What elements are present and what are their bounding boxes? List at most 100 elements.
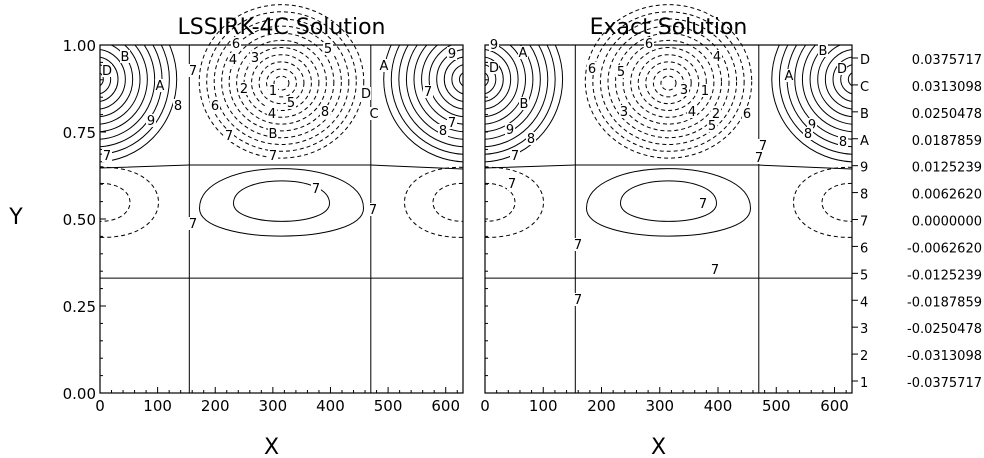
x-tick-label: 200 (587, 397, 616, 415)
contour-line (221, 25, 342, 139)
contour-label: 3 (251, 51, 259, 66)
contour-label-bg (519, 97, 529, 110)
contour-label-bg (712, 50, 722, 63)
contour-line (485, 45, 556, 155)
contour-label-bg (447, 116, 457, 129)
contour-line (584, 4, 753, 159)
legend-key: 8 (860, 188, 868, 203)
contour-line (485, 49, 512, 110)
contour-label: B (520, 97, 529, 112)
contour-label-bg (231, 37, 241, 50)
contour-label-bg (489, 38, 499, 51)
contour-label-bg (438, 124, 448, 137)
x-tick-label: 500 (762, 397, 791, 415)
contour-label-bg (268, 127, 278, 140)
contour-label-bg (754, 151, 764, 164)
contour-line (645, 61, 692, 105)
contour-label: A (519, 46, 528, 61)
contour-label-bg (423, 85, 433, 98)
contour-line (809, 45, 852, 125)
contour-label-bg (323, 42, 333, 55)
contour-label: 5 (708, 119, 716, 134)
contour-label: 5 (617, 65, 625, 80)
legend-key: 4 (860, 295, 868, 310)
contour-label: 6 (232, 37, 240, 52)
contour-label-bg (368, 203, 378, 216)
x-tick-label: 600 (431, 397, 460, 415)
legend-key: 2 (860, 349, 868, 364)
contour-label: 7 (225, 129, 233, 144)
contour-label-bg (224, 129, 234, 142)
contour-label-bg (507, 177, 517, 190)
x-axis-label: X (651, 435, 666, 458)
contour-label-bg (311, 182, 321, 195)
legend-value: -0.0125239 (907, 268, 982, 283)
contour-label-bg (250, 51, 260, 64)
contour-line (383, 45, 463, 163)
contour-label: 2 (712, 107, 720, 122)
contour-label-bg (102, 64, 112, 77)
contour-label-bg (644, 37, 654, 50)
legend-key: C (860, 80, 869, 95)
contour-line (485, 45, 534, 133)
contour-label: 8 (321, 105, 329, 120)
contour-line (100, 45, 141, 125)
contour-label-bg (710, 263, 720, 276)
negative-contours (198, 4, 365, 159)
x-tick-label: 100 (143, 397, 172, 415)
contour-label-bg (758, 139, 768, 152)
contour-line (100, 49, 126, 110)
contour-label: D (102, 64, 112, 79)
contour-label: 8 (174, 99, 182, 114)
zero-contour-line (99, 164, 464, 170)
contour-label-bg (505, 123, 515, 136)
contour-label-bg (120, 50, 130, 63)
contour-label-bg (587, 62, 597, 75)
legend-key: B (860, 107, 869, 122)
contour-label: 9 (490, 38, 498, 53)
contour-legend: D 0.0375717 C 0.0313098 B 0.0250478 A 0.0187859… (852, 53, 982, 391)
legend-value: -0.0375717 (907, 376, 982, 391)
legend-key: 5 (860, 268, 868, 283)
x-axis-label: X (264, 435, 279, 458)
contour-label: B (269, 127, 278, 142)
x-tick-label: 100 (529, 397, 558, 415)
contour-line (630, 47, 707, 118)
contour-line (390, 45, 463, 155)
contour-label: 5 (324, 42, 332, 57)
contour-label: 1 (701, 84, 709, 99)
contour-label: 7 (699, 197, 707, 212)
contour-line (771, 45, 852, 163)
legend-value: 0.0250478 (912, 107, 982, 122)
contour-label: 7 (508, 177, 516, 192)
contour-label: 7 (369, 203, 377, 218)
contour-line (840, 64, 852, 95)
contour-line (258, 61, 305, 105)
legend-value: 0.0313098 (912, 80, 982, 95)
x-tick-label: 300 (259, 397, 288, 415)
contour-label: B (121, 50, 130, 65)
x-tick-label: 0 (480, 397, 490, 415)
contour-line (100, 45, 163, 148)
x-tick-label: 300 (645, 397, 674, 415)
contour-line (443, 56, 463, 102)
contour-label: 9 (808, 118, 816, 133)
contour-line (458, 72, 463, 87)
contour-line (266, 68, 297, 98)
contour-line (99, 182, 131, 222)
x-tick-label: 400 (704, 397, 733, 415)
contour-label: 7 (448, 116, 456, 131)
contour-label: 7 (574, 293, 582, 308)
x-tick-label: 600 (820, 397, 849, 415)
contour-label: 8 (527, 132, 535, 147)
contour-label-bg (188, 217, 198, 230)
legend-key: 6 (860, 241, 868, 256)
contour-label: 8 (839, 135, 847, 150)
contour-line (100, 56, 119, 102)
positive-contours-left (100, 45, 178, 163)
axes (484, 44, 847, 394)
contour-label: 7 (189, 64, 197, 79)
contour-line (660, 75, 677, 91)
contour-label: 4 (268, 107, 276, 122)
contour-line (485, 72, 489, 87)
